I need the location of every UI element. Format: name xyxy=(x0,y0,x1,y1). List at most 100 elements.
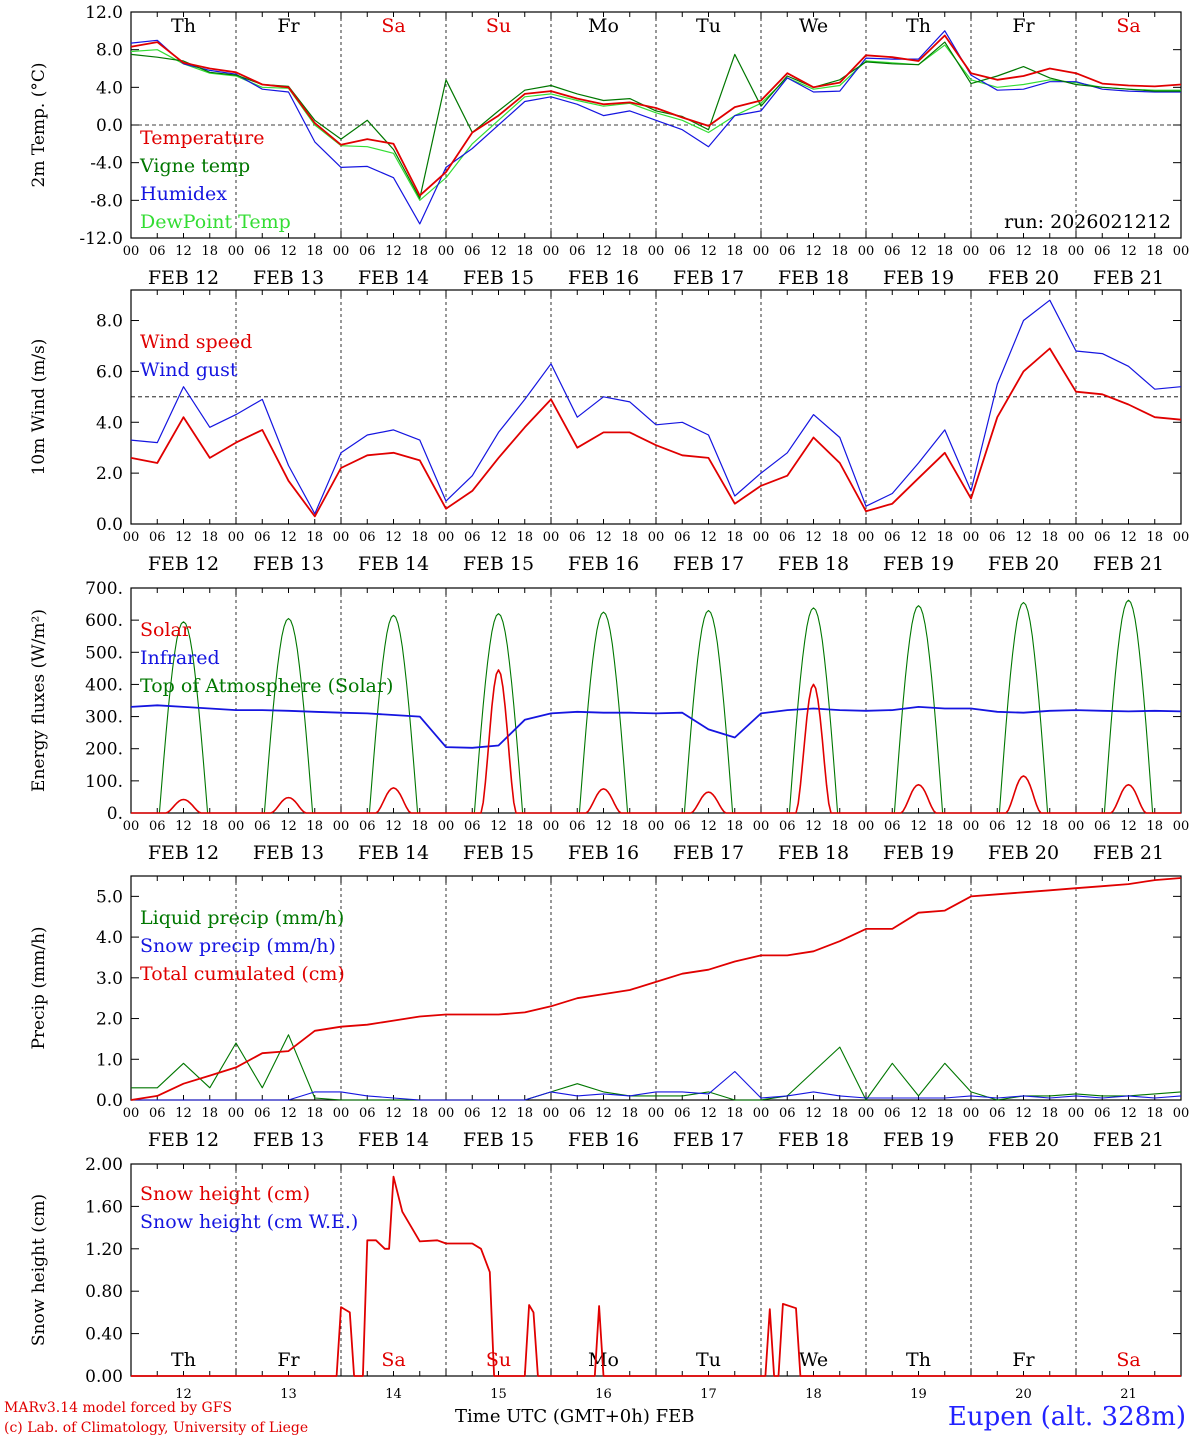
hour-tick-label: 12 xyxy=(490,530,507,545)
y-tick-label: 4.0 xyxy=(96,78,123,98)
y-tick-label: -4.0 xyxy=(90,154,123,174)
hour-tick-label: 12 xyxy=(700,530,717,545)
y-tick-label: 6.0 xyxy=(96,362,123,382)
series-line-liquid-precip-mm-h- xyxy=(131,1034,1182,1101)
series-line-total-cumulated-cm- xyxy=(130,877,1182,1101)
hour-tick-label: 18 xyxy=(201,530,218,545)
hour-tick-label: 06 xyxy=(884,244,901,259)
hour-tick-label: 00 xyxy=(648,1106,665,1121)
hour-tick-label: 06 xyxy=(464,819,481,834)
legend-entry: Liquid precip (mm/h) xyxy=(140,907,344,929)
hour-tick-label: 12 xyxy=(385,1106,402,1121)
date-label: FEB 21 xyxy=(1093,267,1164,289)
hour-tick-label: 12 xyxy=(1120,1106,1137,1121)
day-number: 20 xyxy=(1015,1387,1032,1400)
hour-tick-label: 06 xyxy=(1094,1106,1111,1121)
hour-tick-label: 12 xyxy=(175,530,192,545)
hour-tick-label: 18 xyxy=(621,530,638,545)
y-tick-label: 200. xyxy=(85,740,123,760)
hour-tick-label: 18 xyxy=(1041,819,1058,834)
day-number: 17 xyxy=(700,1387,717,1400)
date-label: FEB 15 xyxy=(463,842,534,864)
hour-tick-label: 12 xyxy=(490,1106,507,1121)
hour-tick-label: 18 xyxy=(411,244,428,259)
y-tick-label: -12.0 xyxy=(79,229,123,249)
legend-entry: Snow height (cm) xyxy=(140,1183,310,1205)
date-label: FEB 13 xyxy=(253,842,324,864)
hour-tick-label: 06 xyxy=(359,1106,376,1121)
y-tick-label: 0.0 xyxy=(96,515,123,535)
hour-tick-label: 12 xyxy=(1120,819,1137,834)
hour-tick-label: 12 xyxy=(175,244,192,259)
day-name: Fr xyxy=(1012,1349,1035,1371)
date-label: FEB 21 xyxy=(1093,842,1164,864)
hour-tick-label: 18 xyxy=(936,530,953,545)
hour-tick-label: 18 xyxy=(306,819,323,834)
hour-tick-label: 06 xyxy=(989,1106,1006,1121)
hour-tick-label: 00 xyxy=(1068,244,1085,259)
hour-tick-label: 12 xyxy=(280,1106,297,1121)
date-label: FEB 18 xyxy=(778,842,849,864)
hour-tick-label: 06 xyxy=(359,530,376,545)
day-name: Mo xyxy=(588,15,619,37)
hour-tick-label: 06 xyxy=(779,244,796,259)
hour-tick-label: 12 xyxy=(805,530,822,545)
hour-tick-label: 06 xyxy=(1094,244,1111,259)
hour-tick-label: 00 xyxy=(753,1106,770,1121)
hour-tick-label: 00 xyxy=(753,819,770,834)
hour-tick-label: 12 xyxy=(805,1106,822,1121)
hour-tick-label: 06 xyxy=(779,819,796,834)
day-number: 21 xyxy=(1120,1387,1137,1400)
hour-tick-label: 06 xyxy=(359,244,376,259)
hour-tick-label: 12 xyxy=(175,1106,192,1121)
date-label: FEB 12 xyxy=(148,553,219,575)
date-label: FEB 17 xyxy=(673,553,744,575)
day-number: 18 xyxy=(805,1387,822,1400)
series-line-wind-gust xyxy=(130,299,1182,515)
y-tick-label: 3.0 xyxy=(96,969,123,989)
date-label: FEB 14 xyxy=(358,842,429,864)
hour-tick-label: 00 xyxy=(1173,1106,1190,1121)
hour-tick-label: 18 xyxy=(516,530,533,545)
hour-tick-label: 18 xyxy=(621,1106,638,1121)
hour-tick-label: 12 xyxy=(595,819,612,834)
date-label: FEB 16 xyxy=(568,842,639,864)
meteogram-figure: 12.0 8.0 4.0 0.0 -4.0 -8.0 -12.0 2m Temp. (°C) 0… xyxy=(29,3,1190,1400)
date-label: FEB 13 xyxy=(253,1129,324,1151)
time-axis-title: Time UTC (GMT+0h) FEB xyxy=(455,1406,695,1427)
hour-tick-label: 12 xyxy=(700,244,717,259)
date-label: FEB 12 xyxy=(148,267,219,289)
hour-tick-label: 18 xyxy=(201,244,218,259)
hour-tick-label: 18 xyxy=(831,1106,848,1121)
legend-entry: Wind speed xyxy=(140,331,252,353)
hour-tick-label: 06 xyxy=(779,530,796,545)
hour-tick-label: 18 xyxy=(411,1106,428,1121)
date-label: FEB 21 xyxy=(1093,1129,1164,1151)
hour-tick-label: 12 xyxy=(910,244,927,259)
hour-tick-label: 12 xyxy=(595,530,612,545)
y-axis-label: 2m Temp. (°C) xyxy=(29,62,49,187)
hour-tick-label: 12 xyxy=(490,244,507,259)
y-axis-label: Precip (mm/h) xyxy=(29,926,49,1049)
hour-tick-label: 06 xyxy=(569,819,586,834)
hour-tick-label: 06 xyxy=(464,530,481,545)
y-tick-label: 4.0 xyxy=(96,928,123,948)
hour-tick-label: 18 xyxy=(516,244,533,259)
date-label: FEB 14 xyxy=(358,1129,429,1151)
station-label: Eupen (alt. 328m) xyxy=(947,1402,1186,1432)
legend-entry: Humidex xyxy=(140,183,227,205)
hour-tick-label: 06 xyxy=(569,244,586,259)
hour-tick-label: 06 xyxy=(884,1106,901,1121)
day-name: Sa xyxy=(381,1349,405,1371)
day-name: Th xyxy=(906,15,931,37)
hour-tick-label: 00 xyxy=(228,819,245,834)
date-label: FEB 15 xyxy=(463,267,534,289)
hour-tick-label: 00 xyxy=(228,530,245,545)
hour-tick-label: 12 xyxy=(1015,1106,1032,1121)
date-label: FEB 18 xyxy=(778,1129,849,1151)
hour-tick-label: 00 xyxy=(228,244,245,259)
series-line-humidex xyxy=(130,30,1181,225)
day-name: Sa xyxy=(1116,15,1140,37)
hour-tick-label: 06 xyxy=(254,819,271,834)
date-label: FEB 19 xyxy=(883,553,954,575)
